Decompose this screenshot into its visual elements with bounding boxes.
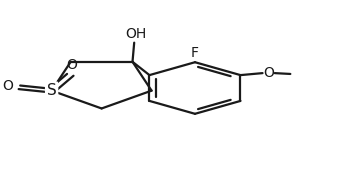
Text: F: F — [191, 46, 199, 60]
Text: S: S — [47, 83, 56, 98]
Text: OH: OH — [125, 27, 146, 41]
Text: O: O — [2, 79, 13, 94]
Text: O: O — [66, 58, 77, 72]
Text: O: O — [263, 66, 274, 80]
